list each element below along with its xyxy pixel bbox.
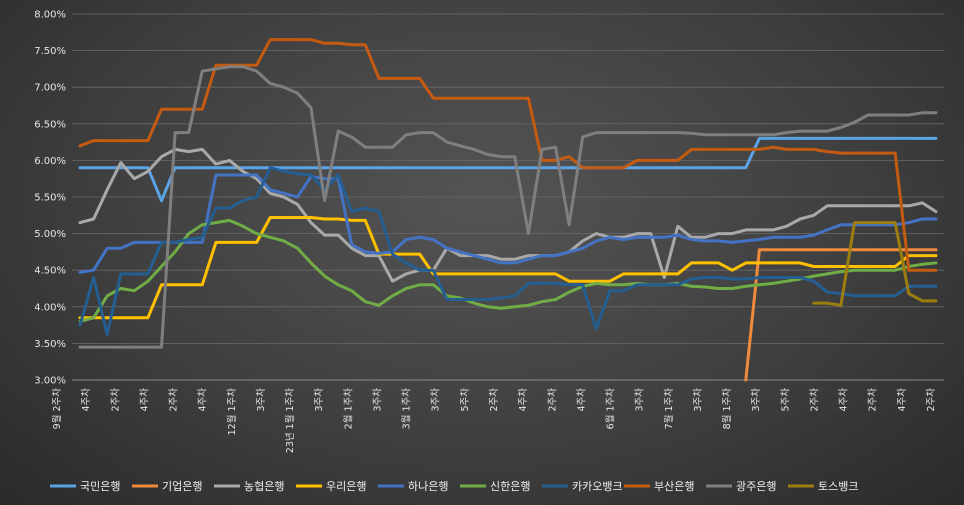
series-line-1 bbox=[744, 248, 938, 382]
x-tick-label: 3주차 bbox=[371, 388, 383, 412]
x-tick-label: 7월 1주차 bbox=[663, 388, 675, 430]
x-tick-label: 3주차 bbox=[692, 388, 704, 412]
y-tick-label: 5.50% bbox=[34, 193, 66, 204]
x-tick-label: 3월 1주차 bbox=[401, 388, 413, 430]
x-tick-label: 4주차 bbox=[575, 388, 587, 412]
x-tick-label: 3주차 bbox=[750, 388, 762, 412]
y-axis: 3.00% 3.50% 4.00% 4.50% 5.00% 5.50% 6.00% 6.50%… bbox=[34, 10, 66, 387]
x-tick-label: 8월 1주차 bbox=[721, 388, 733, 430]
x-tick-label: 2주차 bbox=[168, 388, 180, 412]
x-tick-label: 4주차 bbox=[197, 388, 209, 412]
y-tick-label: 4.00% bbox=[34, 302, 66, 313]
legend-label: 토스뱅크 bbox=[818, 480, 858, 493]
x-tick-label: 2주차 bbox=[867, 388, 879, 412]
y-tick-label: 6.00% bbox=[34, 156, 66, 167]
x-axis: 9월 2주차 4주차 2주차 4주차 2주차 4주차 12월 1주차 3주차 23년 1월 1주… bbox=[51, 388, 937, 453]
x-tick-label: 4주차 bbox=[138, 388, 150, 412]
series-line-5 bbox=[78, 218, 938, 323]
x-tick-label: 2주차 bbox=[488, 388, 500, 412]
y-tick-label: 3.00% bbox=[34, 376, 66, 387]
x-tick-label: 3주차 bbox=[634, 388, 646, 412]
gridlines bbox=[72, 13, 944, 381]
y-tick-label: 7.00% bbox=[34, 83, 66, 94]
legend-label: 신한은행 bbox=[490, 480, 530, 493]
series-line-7 bbox=[78, 38, 938, 272]
x-tick-label: 9월 2주차 bbox=[51, 388, 63, 430]
series-line-0 bbox=[78, 136, 938, 203]
legend-label: 국민은행 bbox=[80, 480, 120, 493]
series-lines bbox=[78, 38, 938, 382]
x-tick-label: 3주차 bbox=[430, 388, 442, 412]
series-line-6 bbox=[78, 166, 938, 337]
x-tick-label: 4주차 bbox=[896, 388, 908, 412]
y-tick-label: 5.00% bbox=[34, 229, 66, 240]
legend-label: 부산은행 bbox=[654, 480, 694, 493]
y-tick-label: 3.50% bbox=[34, 339, 66, 350]
x-tick-label: 2주차 bbox=[546, 388, 558, 412]
legend-label: 우리은행 bbox=[326, 480, 366, 493]
legend-label: 농협은행 bbox=[244, 480, 284, 493]
y-tick-label: 8.00% bbox=[34, 10, 66, 21]
y-tick-label: 6.50% bbox=[34, 119, 66, 130]
y-tick-label: 4.50% bbox=[34, 266, 66, 277]
legend-label: 광주은행 bbox=[736, 480, 776, 493]
x-tick-label: 2월 1주차 bbox=[342, 388, 354, 430]
x-tick-label: 3주차 bbox=[313, 388, 325, 412]
x-tick-label: 6월 1주차 bbox=[605, 388, 617, 430]
x-tick-label: 2주차 bbox=[109, 388, 121, 412]
series-line-2 bbox=[78, 147, 938, 283]
x-tick-label: 12월 1주차 bbox=[226, 388, 238, 436]
x-tick-label: 4주차 bbox=[80, 388, 92, 412]
series-line-9 bbox=[812, 221, 938, 307]
legend: 국민은행 기업은행 농협은행 우리은행 하나은행 신한은행 카카오뱅크 부산은행 광주은행 토스뱅… bbox=[50, 479, 858, 493]
x-tick-label: 4주차 bbox=[517, 388, 529, 412]
x-tick-label: 4주차 bbox=[838, 388, 850, 412]
series-line-8 bbox=[78, 65, 938, 349]
x-tick-label: 2주차 bbox=[925, 388, 937, 412]
x-tick-label: 5주차 bbox=[459, 388, 471, 412]
legend-label: 기업은행 bbox=[162, 480, 202, 493]
legend-label: 하나은행 bbox=[408, 479, 448, 493]
x-tick-label: 2주차 bbox=[808, 388, 820, 412]
x-tick-label: 23년 1월 1주차 bbox=[284, 388, 296, 453]
x-tick-label: 3주차 bbox=[255, 388, 267, 412]
series-line-4 bbox=[78, 173, 938, 274]
y-tick-label: 7.50% bbox=[34, 46, 66, 57]
legend-label: 카카오뱅크 bbox=[572, 480, 623, 493]
x-tick-label: 5주차 bbox=[779, 388, 791, 412]
series-line-3 bbox=[78, 216, 938, 320]
